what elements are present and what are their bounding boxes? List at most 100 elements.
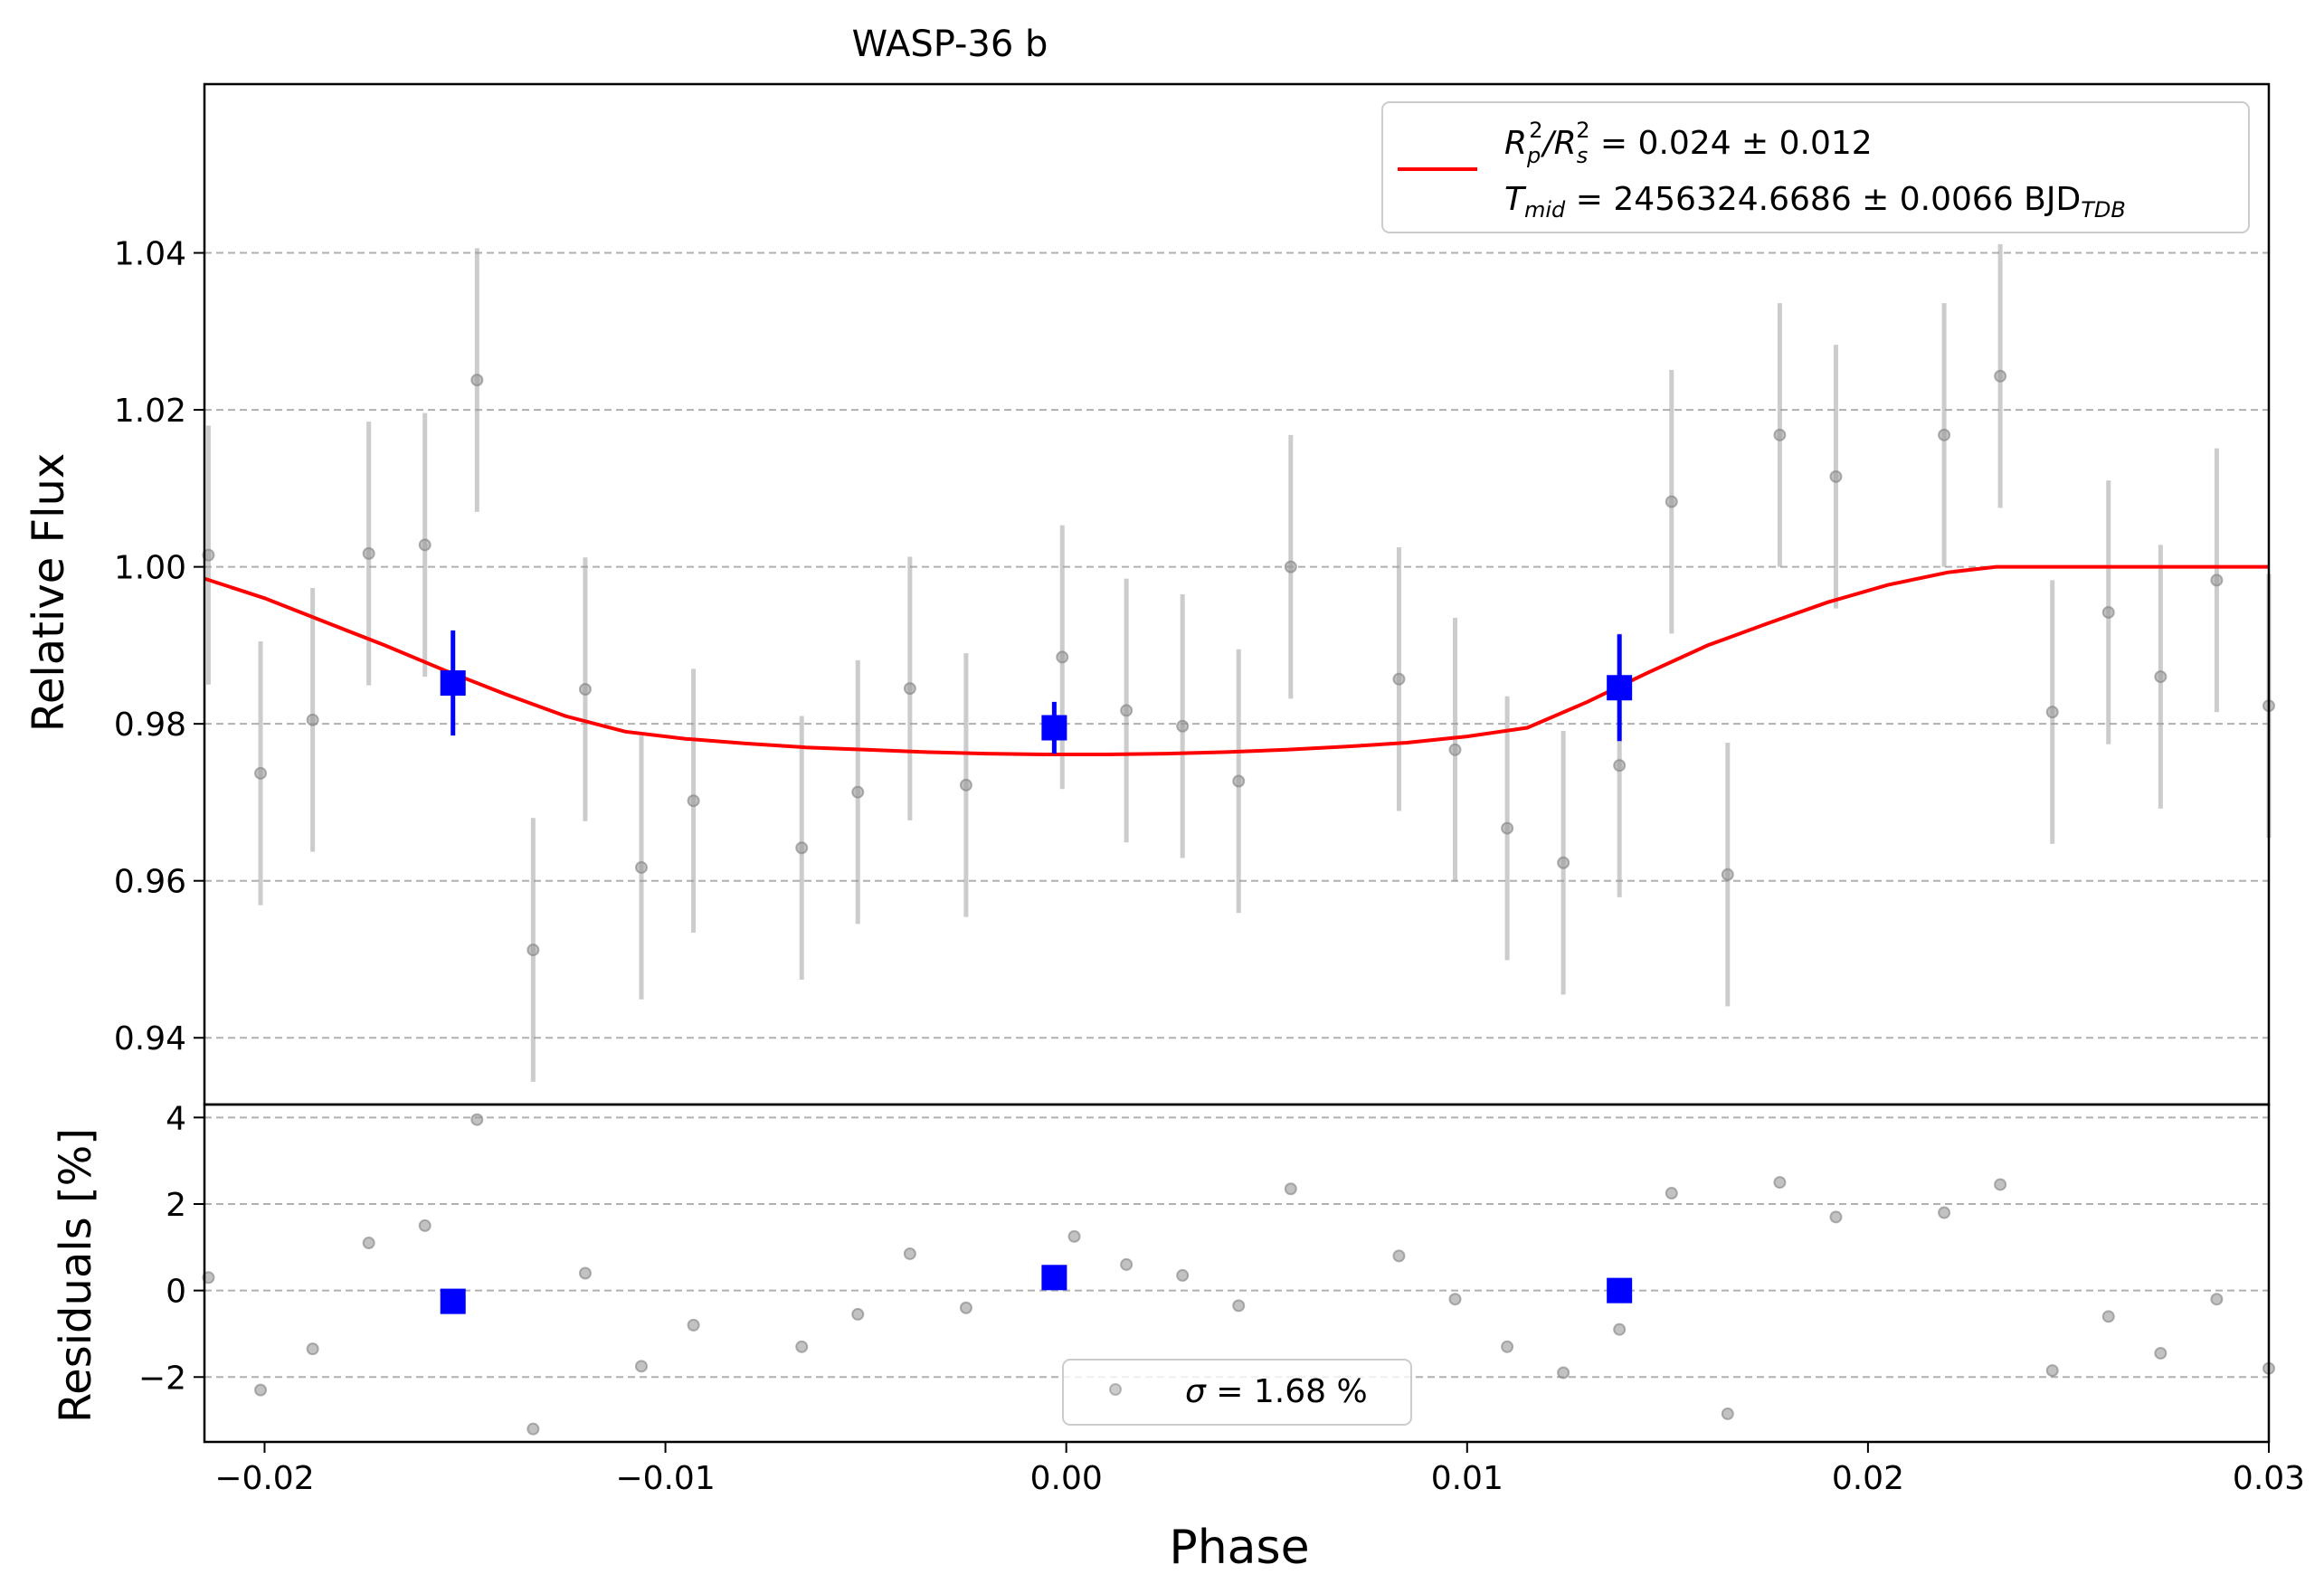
x-tick-label: −0.02: [214, 1460, 314, 1497]
residual-point: [1938, 1206, 1951, 1219]
bottom-y-tick-label: 4: [166, 1100, 186, 1137]
top-y-ticks: 0.94 0.96 0.98 1.00 1.02 1.04: [114, 236, 204, 1057]
data-point: [1284, 560, 1297, 574]
residual-binned-point: [1041, 1265, 1067, 1291]
top-y-tick-label: 1.04: [114, 236, 186, 273]
residual-point: [1176, 1268, 1190, 1282]
data-point: [418, 538, 432, 552]
data-point: [202, 548, 215, 562]
residual-point: [578, 1266, 592, 1280]
data-point: [1721, 868, 1734, 881]
residual-point: [254, 1383, 268, 1397]
legend-rp-text: Rp2/Rs2 = 0.024 ± 0.012: [1504, 118, 1873, 168]
residual-point: [1829, 1210, 1843, 1224]
legend-residual-marker: [1109, 1383, 1122, 1396]
data-point: [1665, 495, 1678, 508]
data-point: [1501, 821, 1514, 835]
residual-point: [959, 1301, 972, 1314]
data-point: [959, 778, 972, 792]
residual-point: [1557, 1366, 1570, 1380]
legend-sigma-text: σ = 1.68 %: [1185, 1373, 1368, 1410]
top-legend-box: [1381, 101, 2250, 233]
residual-point: [795, 1340, 809, 1353]
residual-point: [2154, 1346, 2167, 1360]
residual-point: [903, 1247, 916, 1260]
residual-point: [526, 1422, 540, 1436]
residual-point: [1448, 1293, 1462, 1306]
bottom-y-tick-label: −2: [138, 1360, 186, 1397]
data-point: [1056, 650, 1069, 664]
binned-point: [440, 670, 466, 697]
residual-legend-box: [1062, 1359, 1412, 1426]
residual-point: [1067, 1229, 1081, 1243]
binned-point: [1041, 715, 1067, 741]
data-point: [306, 713, 319, 726]
data-point: [634, 860, 648, 874]
data-point: [1392, 672, 1406, 686]
residual-points: [202, 1113, 2275, 1436]
top-binned-points: [440, 630, 1633, 754]
residual-binned-point: [1607, 1277, 1633, 1304]
x-axis-label: Phase: [1169, 1521, 1309, 1575]
x-tick-label: 0.01: [1431, 1460, 1503, 1497]
top-y-tick-label: 0.96: [114, 864, 186, 901]
top-y-axis-label: Relative Flux: [24, 453, 74, 733]
top-legend: Rp2/Rs2 = 0.024 ± 0.012 Tmid = 2456324.6…: [1381, 101, 2250, 233]
top-data-points: [202, 369, 2275, 957]
residual-point: [1773, 1176, 1787, 1190]
residual-binned-points: [440, 1265, 1633, 1314]
binned-point: [1607, 675, 1633, 701]
residual-point: [2045, 1364, 2059, 1378]
residual-point: [306, 1342, 319, 1356]
residual-point: [1120, 1257, 1134, 1271]
bottom-y-axis-label: Residuals [%]: [51, 1128, 101, 1423]
bottom-y-tick-label: 0: [166, 1274, 186, 1311]
chart-title: WASP-36 b: [852, 24, 1048, 65]
data-point: [470, 374, 484, 387]
top-y-tick-label: 1.02: [114, 393, 186, 430]
x-tick-label: −0.01: [615, 1460, 715, 1497]
data-point: [1938, 428, 1951, 441]
data-point: [362, 546, 375, 560]
x-ticks: −0.02 −0.01 0.00 0.01 0.02 0.03: [214, 1442, 2305, 1497]
bottom-y-tick-label: 2: [166, 1187, 186, 1224]
data-point: [2045, 706, 2059, 719]
residual-point: [851, 1307, 865, 1321]
residual-point: [2210, 1293, 2224, 1306]
residual-point: [1392, 1249, 1406, 1263]
data-point: [1120, 704, 1134, 717]
residual-point: [634, 1360, 648, 1373]
bottom-panel-gridlines: [204, 1116, 2269, 1379]
data-point: [1773, 428, 1787, 441]
residual-point: [418, 1218, 432, 1232]
data-point: [903, 682, 916, 696]
data-point: [1557, 856, 1570, 869]
x-tick-label: 0.03: [2233, 1460, 2305, 1497]
top-y-tick-label: 1.00: [114, 550, 186, 587]
data-point: [2210, 574, 2224, 587]
bottom-y-ticks: −2 0 2 4: [138, 1100, 204, 1397]
data-point: [1176, 719, 1190, 733]
data-point: [2154, 670, 2167, 684]
data-point: [1448, 743, 1462, 756]
residual-point: [2101, 1310, 2115, 1323]
residual-point: [1501, 1340, 1514, 1353]
data-point: [1613, 759, 1627, 773]
data-point: [254, 766, 268, 780]
residual-point: [1665, 1187, 1678, 1200]
data-point: [1994, 369, 2007, 383]
top-y-tick-label: 0.98: [114, 706, 186, 744]
top-y-tick-label: 0.94: [114, 1020, 186, 1057]
residual-point: [362, 1237, 375, 1250]
residual-point: [470, 1113, 484, 1126]
data-point: [578, 682, 592, 696]
data-point: [1232, 774, 1246, 788]
residual-legend: σ = 1.68 %: [1062, 1359, 1412, 1426]
residual-point: [1994, 1178, 2007, 1191]
residual-point: [202, 1271, 215, 1285]
residual-point: [1232, 1299, 1246, 1313]
residual-point: [1721, 1407, 1734, 1420]
legend-tmid-text: Tmid = 2456324.6686 ± 0.0066 BJDTDB: [1504, 181, 2126, 223]
bottom-panel-frame: [203, 1103, 2271, 1444]
